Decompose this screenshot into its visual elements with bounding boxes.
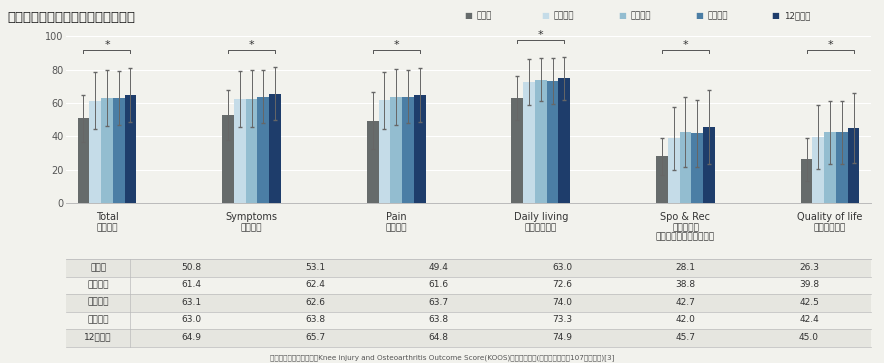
Text: ■: ■ [772, 11, 780, 20]
Text: 42.0: 42.0 [675, 315, 696, 324]
Text: ■: ■ [618, 11, 626, 20]
Bar [78, 118, 89, 203]
Text: （スポーツ: （スポーツ [672, 223, 699, 232]
Text: 38.8: 38.8 [675, 280, 696, 289]
Text: （生活の質）: （生活の質） [814, 223, 846, 232]
Text: ■: ■ [695, 11, 703, 20]
Text: ■: ■ [541, 11, 549, 20]
Bar [270, 94, 281, 203]
Text: １ヵ月後: １ヵ月後 [553, 11, 574, 20]
Text: 26.3: 26.3 [799, 263, 819, 272]
Bar [535, 80, 546, 203]
Bar [125, 95, 136, 203]
Bar [546, 81, 559, 203]
Bar [848, 128, 859, 203]
Text: 74.9: 74.9 [552, 333, 572, 342]
Text: ■: ■ [464, 11, 472, 20]
Text: （痛み）: （痛み） [385, 223, 407, 232]
Text: 63.0: 63.0 [552, 263, 572, 272]
Text: Symptoms: Symptoms [225, 212, 278, 223]
Text: 72.6: 72.6 [552, 280, 572, 289]
Bar [246, 99, 257, 203]
Bar [113, 98, 125, 203]
Text: 49.4: 49.4 [429, 263, 448, 272]
Text: 42.7: 42.7 [675, 298, 696, 307]
Text: 12ヵ月後: 12ヵ月後 [784, 11, 811, 20]
Text: Quality of life: Quality of life [797, 212, 863, 223]
Bar [402, 97, 414, 203]
Bar [559, 78, 570, 203]
Text: 61.4: 61.4 [182, 280, 202, 289]
Text: 53.1: 53.1 [305, 263, 325, 272]
Text: 63.0: 63.0 [181, 315, 202, 324]
Text: *: * [538, 30, 544, 40]
Text: ３ヵ月後: ３ヵ月後 [630, 11, 651, 20]
Text: Total: Total [95, 212, 118, 223]
Text: （日常生活）: （日常生活） [525, 223, 557, 232]
Text: レクリエーション活動）: レクリエーション活動） [656, 232, 715, 241]
Text: ６ヵ月後: ６ヵ月後 [88, 315, 109, 324]
Bar [391, 97, 402, 203]
Text: 42.4: 42.4 [799, 315, 819, 324]
Text: 63.1: 63.1 [181, 298, 202, 307]
Text: *: * [248, 40, 255, 50]
Text: 培養幹細胞治療の１年間の治療成績: 培養幹細胞治療の１年間の治療成績 [7, 11, 135, 24]
Bar [836, 132, 848, 203]
Text: 注入前: 注入前 [476, 11, 492, 20]
Bar [523, 82, 535, 203]
Bar [378, 101, 391, 203]
Bar [656, 156, 667, 203]
Text: 42.5: 42.5 [799, 298, 819, 307]
Text: *: * [682, 40, 689, 50]
Bar [680, 132, 691, 203]
Text: 培養幹細胞治療におけるKnee injury and Osteoarthritis Outcome Score(KOOS)の経時的推移(変形性膝関節症107膝の: 培養幹細胞治療におけるKnee injury and Osteoarthriti… [270, 354, 614, 361]
Bar [101, 98, 113, 203]
Text: 12ヵ月後: 12ヵ月後 [84, 333, 112, 342]
Text: 39.8: 39.8 [799, 280, 819, 289]
Bar [812, 137, 824, 203]
Text: 62.4: 62.4 [305, 280, 325, 289]
Text: 63.8: 63.8 [429, 315, 449, 324]
Bar [824, 132, 836, 203]
Text: ３ヵ月後: ３ヵ月後 [88, 298, 109, 307]
Bar [367, 121, 378, 203]
Text: 63.7: 63.7 [429, 298, 449, 307]
Bar [667, 139, 680, 203]
Bar [703, 127, 715, 203]
Bar [257, 97, 270, 203]
Text: （合計）: （合計） [96, 223, 118, 232]
Bar [691, 133, 703, 203]
Text: 73.3: 73.3 [552, 315, 572, 324]
Text: 62.6: 62.6 [305, 298, 325, 307]
Text: 28.1: 28.1 [675, 263, 696, 272]
Text: *: * [104, 40, 110, 50]
Text: Daily living: Daily living [514, 212, 568, 223]
Bar [234, 99, 246, 203]
Text: ６ヵ月後: ６ヵ月後 [707, 11, 728, 20]
Text: Spo & Rec: Spo & Rec [660, 212, 711, 223]
Text: *: * [393, 40, 399, 50]
Bar [801, 159, 812, 203]
Text: 45.0: 45.0 [799, 333, 819, 342]
Text: 64.9: 64.9 [182, 333, 202, 342]
Text: １ヵ月後: １ヵ月後 [88, 280, 109, 289]
Text: 63.8: 63.8 [305, 315, 325, 324]
Text: 注射前: 注射前 [90, 263, 106, 272]
Text: （症状）: （症状） [240, 223, 263, 232]
Text: *: * [827, 40, 833, 50]
Bar [89, 101, 101, 203]
Bar [414, 95, 425, 203]
Text: 74.0: 74.0 [552, 298, 572, 307]
Text: 64.8: 64.8 [429, 333, 448, 342]
Text: 50.8: 50.8 [181, 263, 202, 272]
Text: Pain: Pain [386, 212, 407, 223]
Text: 65.7: 65.7 [305, 333, 325, 342]
Text: 61.6: 61.6 [429, 280, 449, 289]
Bar [222, 115, 234, 203]
Text: 45.7: 45.7 [675, 333, 696, 342]
Bar [512, 98, 523, 203]
